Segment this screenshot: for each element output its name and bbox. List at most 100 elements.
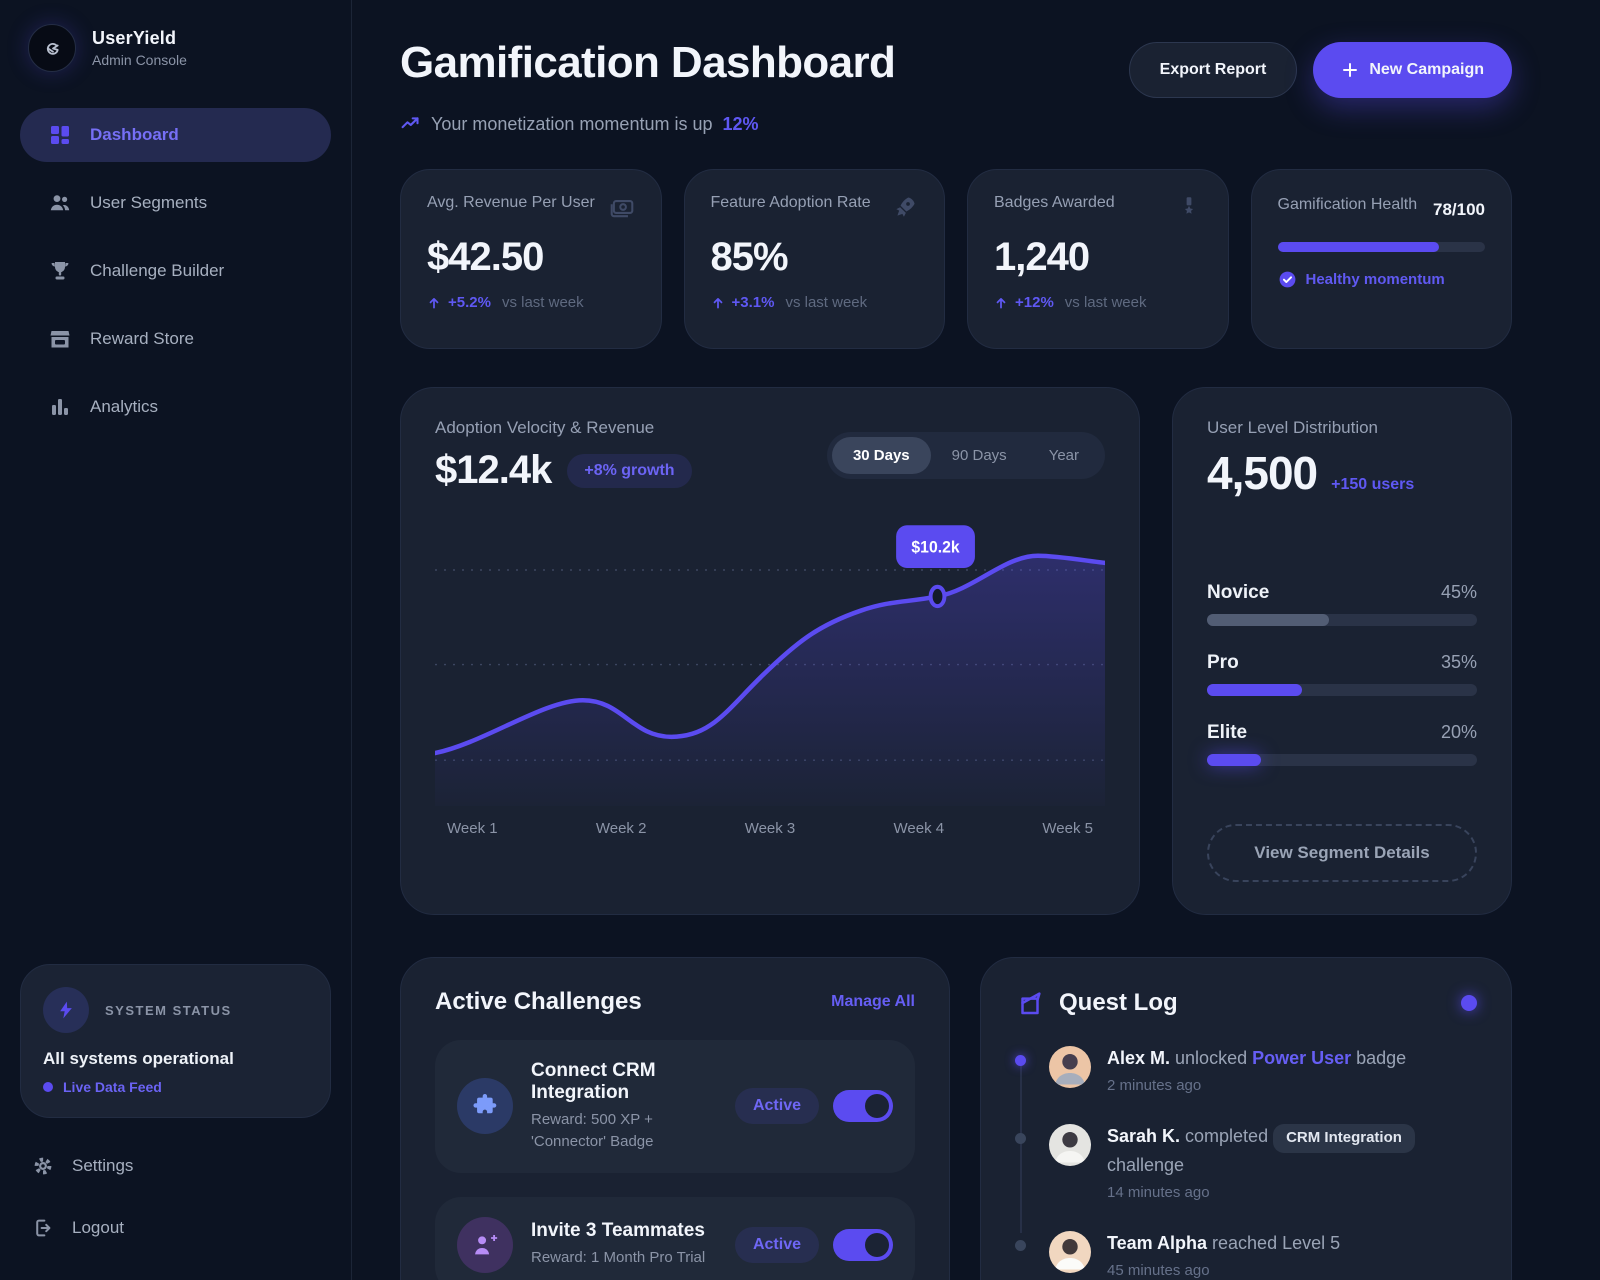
tab-90-days[interactable]: 90 Days [951,447,1007,464]
kpi-delta: +12% [1015,294,1054,311]
live-feed-label: Live Data Feed [63,1079,162,1095]
x-tick: Week 5 [1042,820,1093,837]
chart-line [435,556,1105,753]
health-score: 78/100 [1433,200,1485,219]
growth-badge: +8% growth [567,453,692,488]
user-level-distribution-card: User Level Distribution 4,500 +150 users… [1172,387,1512,915]
sidebar-item-dashboard[interactable]: Dashboard [20,108,331,162]
level-percent: 35% [1440,652,1477,672]
challenge-toggle[interactable] [833,1228,893,1261]
avatar [1049,1230,1091,1273]
brand-name: UserYield [92,28,177,48]
puzzle-icon [457,1078,513,1135]
main-content: Gamification Dashboard Export Report New… [352,0,1600,1280]
rocket-icon [892,194,918,220]
sidebar-nav: Dashboard User Segments Challenge Builde… [20,108,331,434]
challenge-row-invite: Invite 3 Teammates Reward: 1 Month Pro T… [435,1196,915,1280]
new-campaign-button[interactable]: New Campaign [1313,42,1512,98]
sidebar-item-settings[interactable]: Settings [20,1144,331,1188]
kpi-card-revenue: Avg. Revenue Per User $42.50 +5.2% vs la… [400,169,662,349]
storefront-icon [48,327,72,351]
level-bar-track [1207,684,1477,696]
health-title: Gamification Health [1277,196,1418,213]
kpi-title: Badges Awarded [994,194,1115,211]
logout-label: Logout [72,1218,124,1237]
level-bar-track [1207,614,1477,626]
challenge-reward: Reward: 500 XP + 'Connector' Badge [531,1111,654,1150]
sidebar-item-logout[interactable]: Logout [20,1206,331,1250]
kpi-row: Avg. Revenue Per User $42.50 +5.2% vs la… [400,169,1512,349]
adoption-chart-card: Adoption Velocity & Revenue $12.4k +8% g… [400,387,1140,915]
manage-all-link[interactable]: Manage All [831,993,915,1010]
medal-icon [1176,194,1202,220]
quest-user: Team Alpha [1107,1232,1208,1253]
health-progress-fill [1277,242,1440,252]
arrow-up-icon [711,296,725,310]
distribution-delta: +150 users [1331,476,1415,493]
view-segment-details-button[interactable]: View Segment Details [1207,824,1477,882]
quest-item: Team Alpha reached Level 5 45 minutes ago [1015,1230,1477,1280]
chart-current-value: $12.4k [435,448,552,492]
kpi-delta-note: vs last week [501,294,584,311]
quest-timestamp: 45 minutes ago [1107,1262,1210,1280]
tab-year[interactable]: Year [1048,447,1079,464]
toggle-knob [865,1232,889,1257]
users-icon [48,191,72,215]
momentum-percentage: 12% [722,114,759,134]
challenge-toggle[interactable] [833,1090,893,1123]
challenge-title: Invite 3 Teammates [531,1220,705,1242]
live-indicator-dot [1461,995,1477,1011]
bar-chart-icon [48,395,72,419]
quest-log-icon [1015,988,1045,1018]
level-label: Pro [1207,652,1239,673]
brand: UserYield Admin Console [20,24,331,72]
export-report-label: Export Report [1159,61,1267,78]
sidebar-item-label: User Segments [90,193,208,212]
kpi-value: 85% [710,235,789,279]
export-report-button[interactable]: Export Report [1128,42,1298,98]
logout-icon [32,1217,54,1239]
x-axis-labels: Week 1 Week 2 Week 3 Week 4 Week 5 [435,820,1105,837]
level-bar-track [1207,754,1477,766]
kpi-title: Feature Adoption Rate [710,194,871,211]
level-bar-fill [1207,614,1329,626]
tab-30-days[interactable]: 30 Days [831,437,931,474]
distribution-title: User Level Distribution [1207,418,1379,437]
trophy-icon [48,259,72,283]
check-circle-icon [1278,270,1297,289]
sidebar-item-user-segments[interactable]: User Segments [20,176,331,230]
level-bar-fill [1207,684,1302,696]
chart-area-fill [435,555,1105,806]
chart-highlight-marker [928,584,947,609]
avatar [1049,1046,1091,1088]
arrow-up-icon [994,296,1008,310]
toggle-knob [865,1094,889,1119]
timeline-dot [1015,1239,1026,1251]
banknote-icon [609,194,635,220]
avatar [1049,1124,1091,1167]
system-status-heading: SYSTEM STATUS [105,1002,232,1018]
quest-highlight-link[interactable]: Power User [1252,1048,1352,1068]
status-badge: Active [734,1088,819,1125]
sidebar: UserYield Admin Console Dashboard User S… [0,0,352,1280]
sidebar-item-label: Challenge Builder [90,261,225,280]
kpi-value: $42.50 [427,235,544,279]
sidebar-item-challenge-builder[interactable]: Challenge Builder [20,244,331,298]
level-bar-fill [1207,754,1261,766]
quest-user: Sarah K. [1107,1126,1181,1147]
distribution-total: 4,500 [1207,447,1318,499]
gamepad-logo-icon [40,36,64,60]
arrow-up-icon [427,296,441,310]
kpi-card-health: Gamification Health 78/100 Healthy momen… [1250,169,1512,349]
plus-icon [1341,61,1359,79]
sidebar-item-reward-store[interactable]: Reward Store [20,312,331,366]
kpi-card-adoption: Feature Adoption Rate 85% +3.1% vs last … [683,169,945,349]
kpi-delta-note: vs last week [1064,294,1147,311]
timeline-dot [1015,1133,1026,1145]
level-percent: 20% [1440,722,1477,742]
system-status-card: SYSTEM STATUS All systems operational Li… [20,964,331,1118]
active-challenges-card: Active Challenges Manage All Connect CRM… [400,957,950,1280]
kpi-delta: +3.1% [731,294,775,311]
kpi-card-badges: Badges Awarded 1,240 +12% vs last week [967,169,1229,349]
sidebar-item-analytics[interactable]: Analytics [20,380,331,434]
